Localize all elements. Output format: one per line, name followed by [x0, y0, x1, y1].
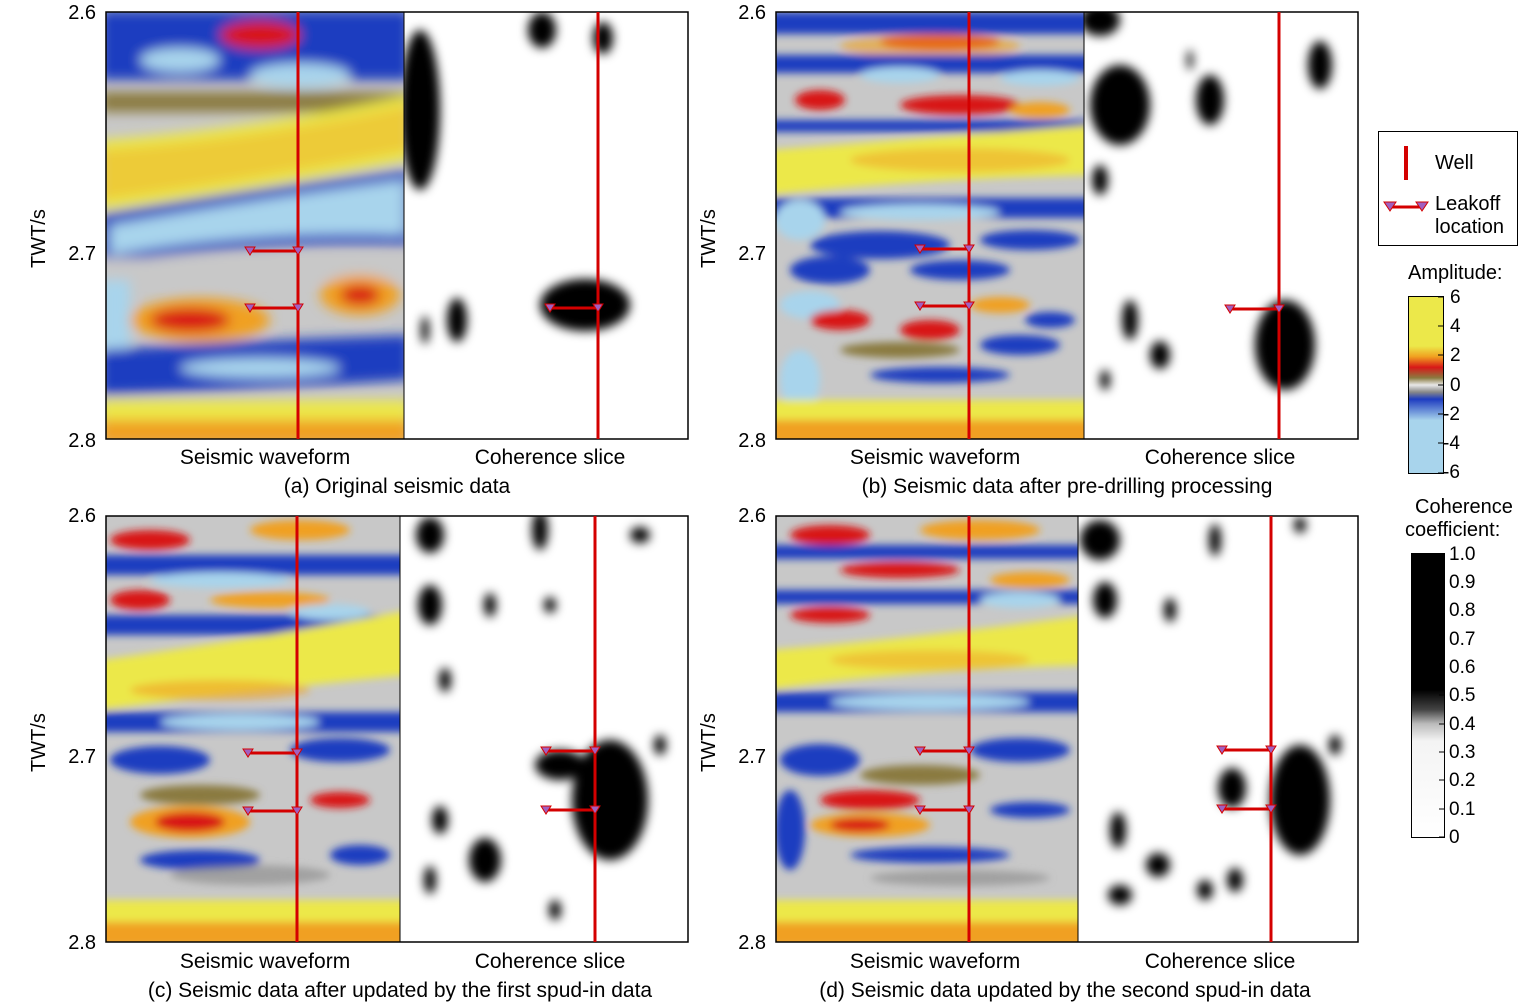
seismic-waveform-image-c [106, 516, 400, 942]
coherence-slice-image-d [1078, 516, 1358, 942]
y-tick-label: 2.7 [68, 746, 96, 768]
coherence-tick: 0.4 [1449, 714, 1476, 735]
coherence-color-bar [1411, 553, 1445, 838]
amplitude-tick: 0 [1450, 375, 1461, 396]
amplitude-tick: 4 [1450, 316, 1461, 337]
leakoff-marker [540, 805, 601, 815]
coherence-bar-title-1: Coherence [1415, 496, 1513, 518]
caption-d: (d) Seismic data updated by the second s… [819, 979, 1311, 1002]
caption-a: (a) Original seismic data [283, 475, 511, 498]
leakoff-marker [1224, 304, 1285, 314]
leakoff-marker [1216, 804, 1277, 814]
leakoff-marker [914, 244, 975, 254]
coherence-tick: 0.8 [1449, 600, 1476, 621]
caption-b: (b) Seismic data after pre-drilling proc… [861, 475, 1273, 498]
coherence-label: Coherence slice [1144, 950, 1296, 973]
leakoff-marker [540, 746, 601, 756]
coherence-bar-title-2: coefficient: [1405, 519, 1501, 541]
y-tick-label: 2.6 [68, 2, 96, 24]
legend-well-label: Well [1435, 152, 1474, 174]
amplitude-tick: -2 [1443, 404, 1460, 425]
y-tick-label: 2.7 [738, 746, 766, 768]
coherence-tick: 0 [1449, 827, 1460, 848]
leakoff-legend-icon [1383, 201, 1429, 212]
coherence-tick: 0.6 [1449, 657, 1476, 678]
leakoff-marker [914, 746, 975, 756]
waveform-label: Seismic waveform [849, 950, 1021, 973]
coherence-tick: 0.7 [1449, 629, 1476, 650]
coherence-tick: 0.2 [1449, 770, 1476, 791]
coherence-slice-image-b [1084, 12, 1358, 439]
caption-c: (c) Seismic data after updated by the fi… [147, 979, 653, 1002]
leakoff-marker [914, 805, 975, 815]
coherence-tick: 0.5 [1449, 685, 1476, 706]
coherence-label: Coherence slice [474, 446, 626, 469]
y-tick-label: 2.6 [738, 2, 766, 24]
legend-symbols [1383, 146, 1429, 212]
leakoff-marker [244, 303, 304, 313]
y-tick-label: 2.6 [68, 505, 96, 527]
y-tick-label: 2.8 [68, 430, 96, 452]
legend-leakoff-label: Leakoff [1435, 193, 1501, 215]
leakoff-marker [244, 246, 304, 256]
leakoff-marker [544, 303, 604, 313]
y-tick-label: 2.7 [738, 243, 766, 265]
amplitude-tick: -6 [1443, 462, 1460, 483]
legend: Well Leakoff location [1378, 131, 1518, 246]
amplitude-bar-title: Amplitude: [1408, 262, 1503, 284]
coherence-label: Coherence slice [474, 950, 626, 973]
legend-location-label: location [1435, 216, 1504, 238]
coherence-slice-image-c [400, 516, 688, 942]
leakoff-marker [1216, 745, 1277, 755]
amplitude-tick: 2 [1450, 345, 1461, 366]
leakoff-marker [242, 806, 303, 816]
leakoff-marker [242, 748, 303, 758]
y-tick-label: 2.8 [738, 932, 766, 954]
amplitude-color-bar [1408, 296, 1444, 474]
y-tick-label: 2.6 [738, 505, 766, 527]
seismic-waveform-image-b [776, 12, 1084, 439]
seismic-waveform-image-d [776, 516, 1078, 942]
waveform-label: Seismic waveform [179, 446, 351, 469]
coherence-tick: 0.1 [1449, 799, 1476, 820]
y-tick-label: 2.7 [68, 243, 96, 265]
coherence-label: Coherence slice [1144, 446, 1296, 469]
y-tick-label: 2.8 [68, 932, 96, 954]
amplitude-tick: -4 [1443, 433, 1460, 454]
coherence-tick: 0.3 [1449, 742, 1476, 763]
seismic-waveform-image-a [106, 12, 404, 439]
leakoff-marker [914, 301, 975, 311]
amplitude-tick: 6 [1450, 287, 1461, 308]
waveform-label: Seismic waveform [179, 950, 351, 973]
coherence-slice-image-a [404, 12, 688, 439]
waveform-label: Seismic waveform [849, 446, 1021, 469]
coherence-tick: 1.0 [1449, 544, 1476, 565]
y-tick-label: 2.8 [738, 430, 766, 452]
coherence-tick: 0.9 [1449, 572, 1476, 593]
